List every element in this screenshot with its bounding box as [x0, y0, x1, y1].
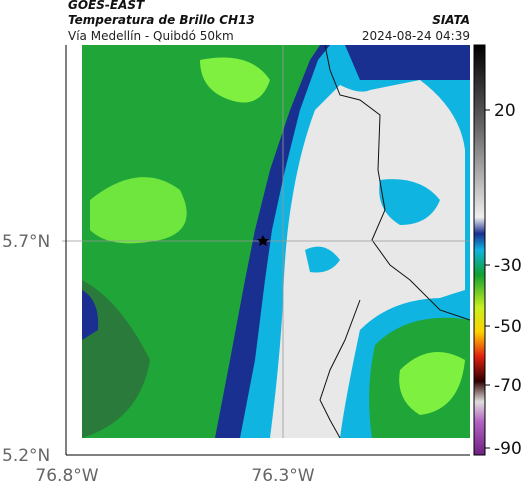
colorbar-label: -90 [494, 439, 522, 459]
region: Vía Medellín - Quibdó 50km [68, 29, 234, 43]
satellite-field [82, 45, 470, 438]
field-lime [90, 177, 187, 244]
lat-label: 5.7°N [2, 232, 50, 252]
colorbar-ticks: 20 -30 -50 -70 -90 [485, 101, 522, 459]
colorbar-label: -70 [494, 376, 522, 396]
field-cyan [379, 179, 440, 225]
agency: SIATA [432, 13, 470, 27]
field-blue [345, 45, 470, 80]
location-marker [257, 235, 269, 246]
product: Temperatura de Brillo CH13 [68, 13, 255, 27]
field-darkgreen [82, 280, 150, 438]
field-white [270, 80, 465, 438]
lon-label: 76.3°W [251, 466, 314, 486]
lon-label: 76.8°W [35, 466, 98, 486]
field-blue [82, 290, 99, 340]
colorbar-label: -50 [494, 317, 522, 337]
boundary [324, 45, 470, 321]
field-lime [200, 57, 270, 103]
boundary [319, 299, 361, 438]
colorbar-label: -30 [494, 256, 522, 276]
field-lime [399, 352, 465, 415]
source: GOES-EAST [68, 0, 145, 12]
field-green [82, 45, 330, 438]
lat-label: 5.2°N [2, 446, 50, 466]
timestamp: 2024-08-24 04:39 [362, 29, 470, 43]
field-cyan [305, 246, 340, 273]
colorbar-label: 20 [494, 101, 516, 121]
colorbar [473, 44, 486, 456]
